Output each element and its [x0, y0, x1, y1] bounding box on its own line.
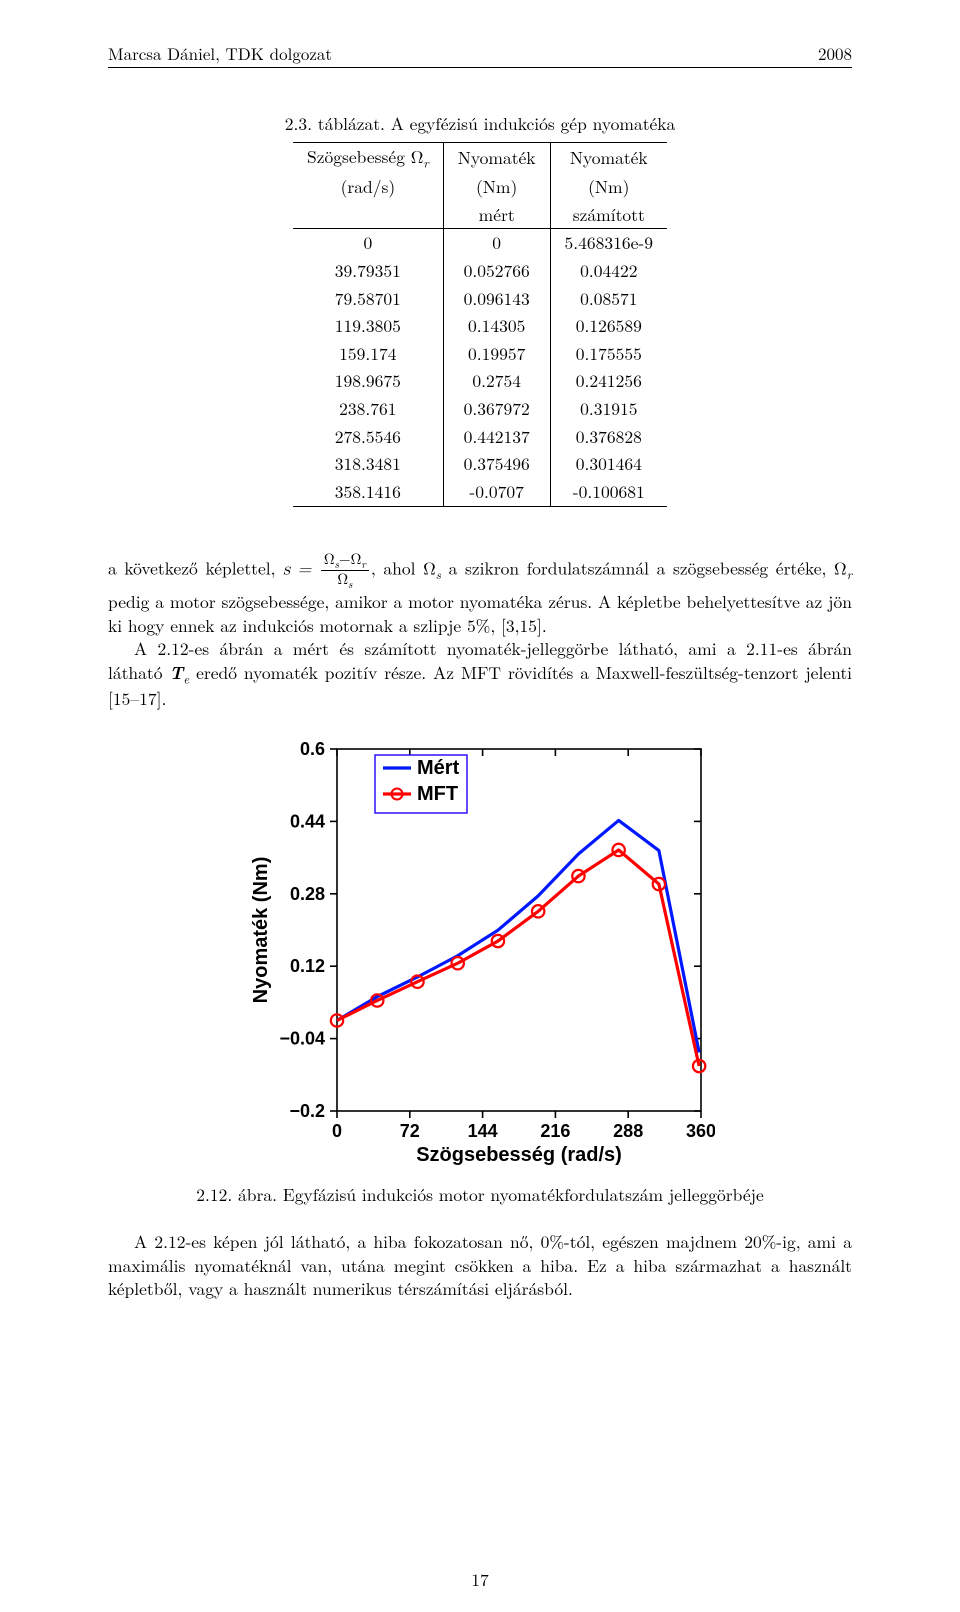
table-cell: 0.096143 [443, 285, 550, 313]
col0-line3 [293, 201, 443, 229]
svg-text:0: 0 [332, 1121, 342, 1141]
col2-line1: Nyomaték [550, 142, 667, 173]
svg-text:Mért: Mért [417, 757, 460, 779]
table-cell: 0.08571 [550, 285, 667, 313]
table-cell: 0.2754 [443, 367, 550, 395]
paragraph-1: a következő képlettel, s = Ωs−ΩrΩs, ahol… [108, 551, 852, 638]
col0-line1: Szögsebesség Ωr [293, 142, 443, 173]
table-cell: -0.0707 [443, 478, 550, 506]
svg-text:Nyomaték (Nm): Nyomaték (Nm) [250, 857, 272, 1004]
table-cell: 0.241256 [550, 367, 667, 395]
svg-text:288: 288 [613, 1121, 643, 1141]
table-cell: 0.04422 [550, 257, 667, 285]
table-cell: 278.5546 [293, 423, 443, 451]
table-cell: 0.367972 [443, 395, 550, 423]
header-left: Marcsa Dániel, TDK dolgozat [108, 42, 332, 65]
svg-text:−0.04: −0.04 [279, 1029, 325, 1049]
col1-line2: (Nm) [443, 173, 550, 201]
table-cell: 5.468316e-9 [550, 229, 667, 257]
table-body: 005.468316e-939.793510.0527660.0442279.5… [293, 229, 667, 506]
figure-2-12: 0 72 144 216 288 360 −0.2 −0.04 0.12 0.28 0.44 0.6 S… [108, 739, 852, 1175]
svg-text:0.6: 0.6 [300, 739, 325, 759]
table-cell: 0.19957 [443, 340, 550, 368]
svg-text:216: 216 [540, 1121, 570, 1141]
svg-text:144: 144 [468, 1121, 498, 1141]
torque-chart: 0 72 144 216 288 360 −0.2 −0.04 0.12 0.28 0.44 0.6 S… [245, 739, 715, 1169]
paragraph-2: A 2.12-es ábrán a mért és számított nyom… [108, 637, 852, 711]
col1-line3: mért [443, 201, 550, 229]
svg-text:72: 72 [400, 1121, 420, 1141]
col0-line2: (rad/s) [293, 173, 443, 201]
svg-text:MFT: MFT [417, 783, 458, 805]
table-cell: 358.1416 [293, 478, 443, 506]
slip-fraction: Ωs−ΩrΩs [321, 551, 369, 590]
col1-line1: Nyomaték [443, 142, 550, 173]
table-cell: 238.761 [293, 395, 443, 423]
table-cell: -0.100681 [550, 478, 667, 506]
table-cell: 119.3805 [293, 312, 443, 340]
table-cell: 0 [443, 229, 550, 257]
table-cell: 0.14305 [443, 312, 550, 340]
svg-text:0.28: 0.28 [290, 884, 325, 904]
table-cell: 0 [293, 229, 443, 257]
table-cell: 0.301464 [550, 450, 667, 478]
table-cell: 0.126589 [550, 312, 667, 340]
table-cell: 0.175555 [550, 340, 667, 368]
svg-text:0.44: 0.44 [290, 811, 325, 831]
svg-text:Szögsebesség (rad/s): Szögsebesség (rad/s) [416, 1144, 622, 1166]
page-number: 17 [0, 1568, 960, 1592]
table-cell: 0.375496 [443, 450, 550, 478]
col2-line3: számított [550, 201, 667, 229]
table-cell: 79.58701 [293, 285, 443, 313]
table-cell: 0.052766 [443, 257, 550, 285]
table-cell: 0.376828 [550, 423, 667, 451]
table-cell: 39.79351 [293, 257, 443, 285]
running-header: Marcsa Dániel, TDK dolgozat 2008 [108, 42, 852, 68]
paragraph-3: A 2.12-es képen jól látható, a hiba foko… [108, 1230, 852, 1301]
col2-line2: (Nm) [550, 173, 667, 201]
table-cell: 0.442137 [443, 423, 550, 451]
torque-table: Szögsebesség Ωr Nyomaték Nyomaték (rad/s… [293, 142, 667, 507]
table-caption: 2.3. táblázat. A egyfézisú indukciós gép… [108, 112, 852, 136]
table-cell: 318.3481 [293, 450, 443, 478]
svg-text:0.12: 0.12 [290, 956, 325, 976]
table-cell: 159.174 [293, 340, 443, 368]
header-right: 2008 [818, 42, 852, 65]
svg-text:−0.2: −0.2 [289, 1101, 325, 1121]
figure-caption: 2.12. ábra. Egyfázisú indukciós motor ny… [108, 1183, 852, 1207]
table-cell: 198.9675 [293, 367, 443, 395]
svg-text:360: 360 [686, 1121, 715, 1141]
table-cell: 0.31915 [550, 395, 667, 423]
